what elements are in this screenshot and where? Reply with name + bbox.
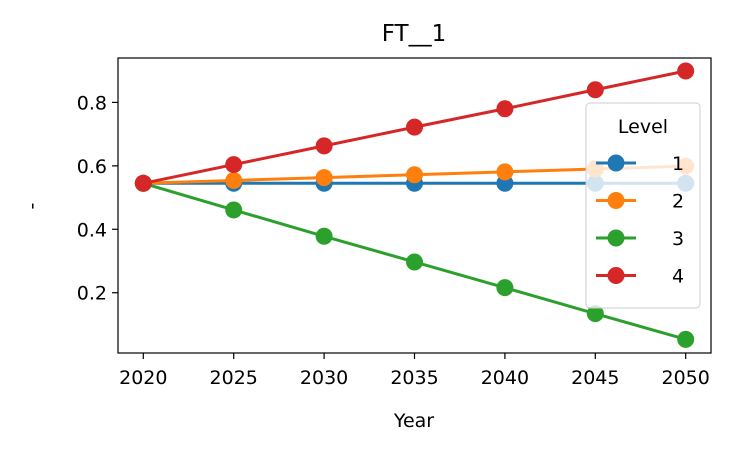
x-tick-label: 2045 (571, 367, 619, 389)
data-point (677, 330, 695, 348)
data-point (677, 62, 695, 80)
data-point (225, 156, 243, 174)
legend-box (585, 102, 701, 309)
plot-frame (117, 57, 712, 354)
legend-label: 4 (672, 266, 684, 288)
x-tick-label: 2035 (390, 367, 438, 389)
data-point (496, 100, 514, 118)
data-point (225, 201, 243, 219)
legend-marker (607, 229, 625, 247)
x-tick-label: 2025 (210, 367, 258, 389)
data-point (315, 227, 333, 245)
legend-item: 4 (596, 266, 684, 288)
data-point (315, 169, 333, 187)
x-axis-ticks: 2020 2025 2030 2035 2040 2045 2050 (119, 353, 710, 389)
legend-label: 3 (672, 228, 684, 250)
series-4 (134, 62, 695, 192)
data-point (586, 305, 604, 323)
y-tick-label: 0.6 (77, 156, 107, 178)
legend-marker (607, 192, 625, 209)
data-point (315, 137, 333, 155)
data-point (225, 171, 243, 189)
data-point (134, 174, 152, 192)
legend: Level 1 2 3 4 (585, 102, 701, 309)
x-axis-title: Year (393, 410, 434, 432)
data-point (406, 166, 423, 184)
data-point (586, 81, 604, 99)
legend-items: 1 2 3 4 (596, 153, 684, 288)
data-point (496, 163, 514, 181)
legend-item: 3 (596, 228, 684, 250)
x-tick-label: 2050 (662, 367, 710, 389)
data-point (406, 253, 423, 271)
data-point (406, 118, 423, 136)
data-point (496, 279, 514, 297)
y-axis-ticks: 0.2 0.4 0.6 0.8 (77, 92, 118, 305)
y-tick-label: 0.4 (77, 219, 107, 241)
legend-marker (607, 267, 625, 284)
legend-marker (607, 154, 625, 172)
y-tick-label: 0.2 (77, 283, 107, 305)
legend-item: 2 (596, 191, 684, 213)
y-tick-label: 0.8 (77, 92, 107, 114)
x-tick-label: 2030 (300, 367, 348, 389)
legend-item: 1 (596, 153, 684, 175)
x-tick-label: 2040 (481, 367, 529, 389)
legend-title: Level (618, 116, 668, 138)
legend-label: 1 (672, 153, 684, 175)
y-axis-title: - (21, 203, 43, 210)
legend-label: 2 (672, 191, 684, 213)
x-tick-label: 2020 (119, 367, 167, 389)
chart-title: FT__1 (382, 21, 447, 47)
